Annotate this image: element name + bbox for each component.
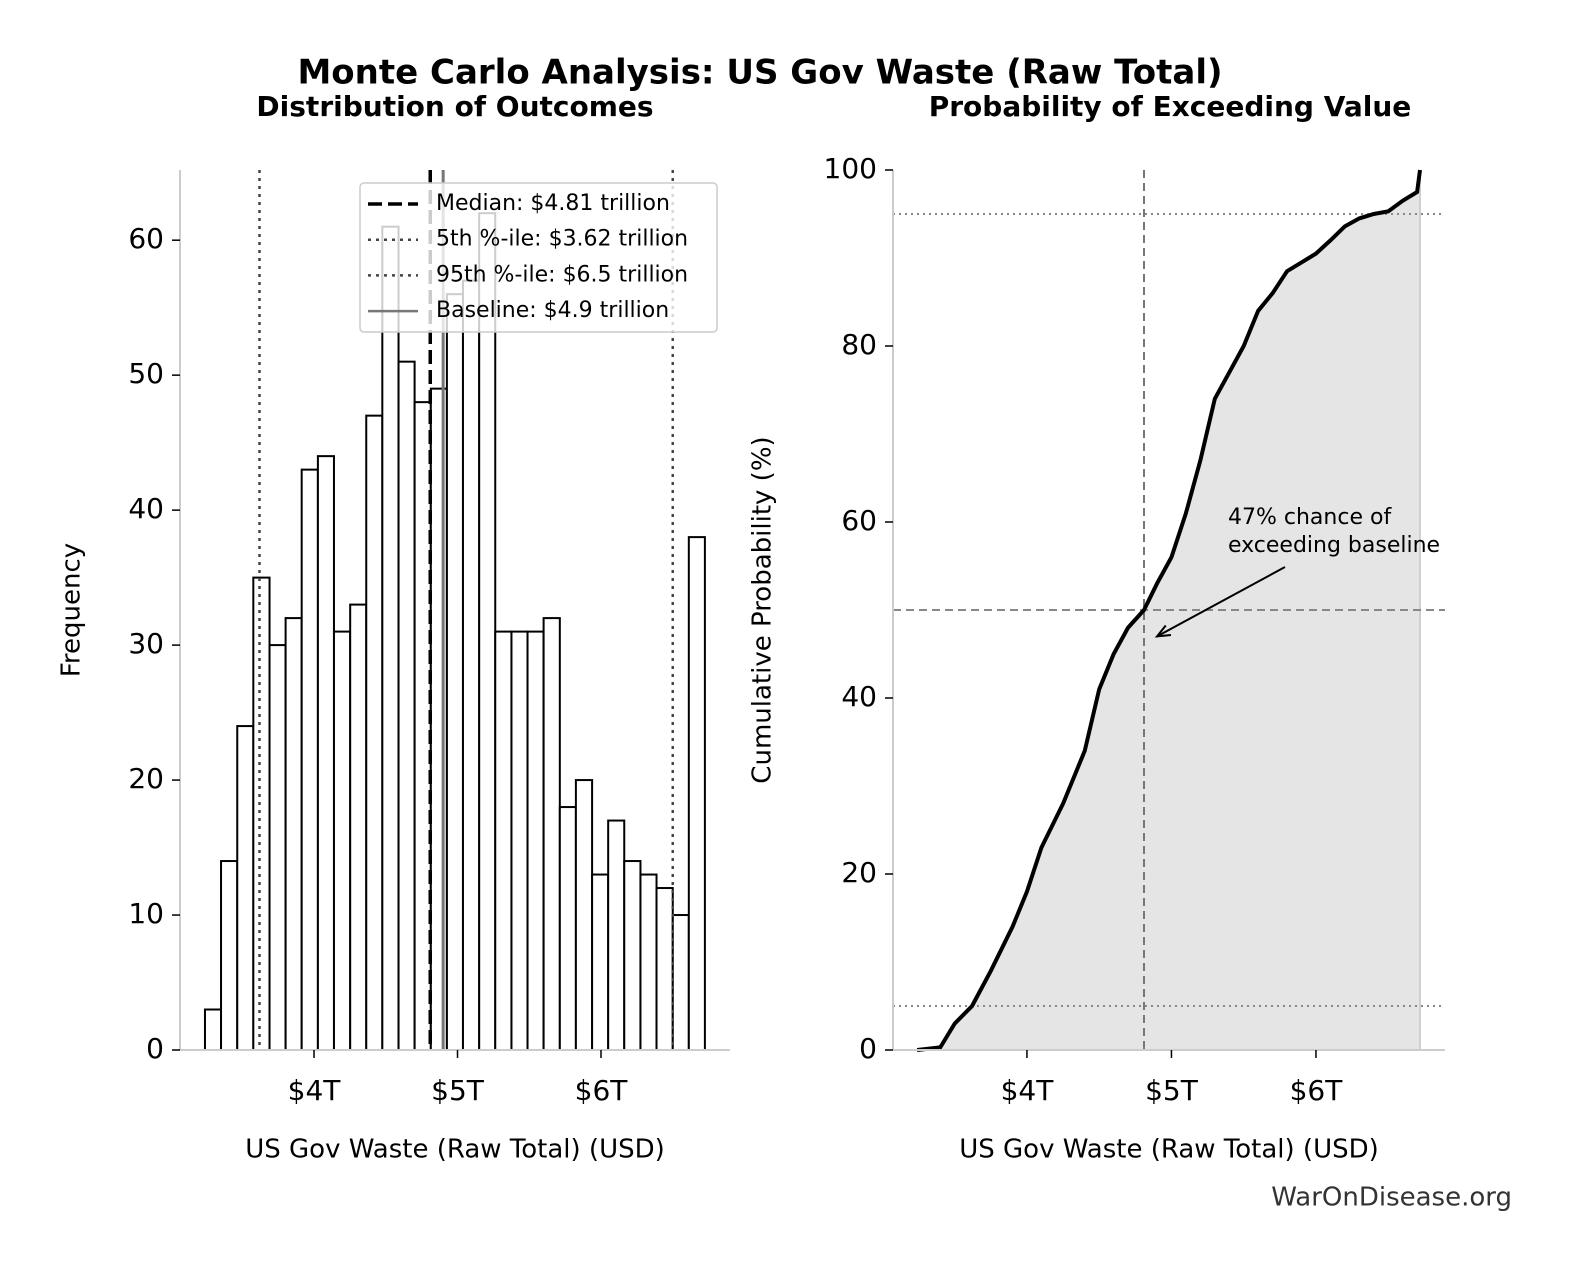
- bar: [607, 819, 626, 1051]
- cdf-line: [916, 169, 1422, 1052]
- y-tick-label: 60: [128, 222, 164, 255]
- bar: [510, 630, 529, 1051]
- x-tick-label: $4T: [288, 1074, 342, 1107]
- bar: [397, 360, 416, 1051]
- x-tick-label: $6T: [1290, 1074, 1344, 1107]
- bar: [445, 293, 464, 1052]
- bar: [558, 806, 577, 1052]
- bar: [639, 873, 658, 1051]
- annotation: 47% chance of: [1228, 505, 1392, 530]
- legend: Median: $4.81 trillion 5th %-ile: $3.62 t…: [359, 182, 718, 333]
- y-tick-label: 0: [859, 1032, 877, 1065]
- y-tick-label: 30: [128, 627, 164, 660]
- y-tick-label: 80: [841, 328, 877, 361]
- chart-title: Probability of Exceeding Value: [929, 90, 1412, 123]
- x-tick-label: $6T: [575, 1074, 629, 1107]
- y-axis-label: Frequency: [57, 543, 87, 677]
- annotation: exceeding baseline: [1228, 533, 1440, 558]
- bar: [655, 887, 674, 1051]
- bar: [494, 630, 513, 1051]
- bar: [687, 536, 706, 1051]
- bar: [574, 779, 594, 1051]
- annotation-arrow: [1156, 566, 1286, 638]
- y-tick-label: 60: [841, 504, 877, 537]
- bar: [478, 212, 497, 1051]
- bar: [349, 603, 368, 1052]
- legend-label: 5th %-ile: $3.62 trillion: [436, 227, 688, 252]
- x-axis-label: US Gov Waste (Raw Total) (USD): [959, 1135, 1379, 1165]
- legend-label: 95th %-ile: $6.5 trillion: [436, 262, 688, 287]
- y-tick-label: 40: [841, 680, 877, 713]
- y-tick-label: 20: [128, 762, 164, 795]
- bar: [671, 914, 690, 1052]
- legend-label: Median: $4.81 trillion: [436, 191, 670, 216]
- bar: [365, 414, 384, 1051]
- bar: [381, 225, 400, 1051]
- legend-label: Baseline: $4.9 trillion: [436, 298, 669, 323]
- y-tick-label: 50: [128, 357, 164, 390]
- y-axis-label: Cumulative Probability (%): [748, 436, 778, 783]
- bar: [526, 630, 545, 1051]
- bar: [220, 860, 239, 1052]
- bar: [268, 644, 287, 1052]
- bar: [413, 401, 432, 1052]
- bar: [316, 455, 335, 1052]
- annotation-arrowhead: [1154, 624, 1172, 638]
- bar: [623, 860, 642, 1052]
- y-tick-label: 0: [146, 1032, 164, 1065]
- chart-title: Distribution of Outcomes: [256, 90, 653, 123]
- x-tick-label: $5T: [431, 1074, 485, 1107]
- x-tick-label: $4T: [1001, 1074, 1055, 1107]
- x-axis-label: US Gov Waste (Raw Total) (USD): [245, 1135, 665, 1165]
- bar: [203, 1008, 223, 1052]
- footer: WarOnDisease.org: [1271, 1183, 1512, 1213]
- y-tick-label: 40: [128, 492, 164, 525]
- y-tick-label: 100: [824, 152, 877, 185]
- bar: [300, 468, 319, 1051]
- bar: [591, 873, 610, 1051]
- bar: [542, 617, 561, 1051]
- y-tick-label: 20: [841, 856, 877, 889]
- bar: [461, 279, 481, 1051]
- bar: [236, 725, 255, 1051]
- bar: [284, 617, 303, 1051]
- figure-title: Monte Carlo Analysis: US Gov Waste (Raw …: [297, 53, 1222, 93]
- bar: [332, 630, 352, 1051]
- y-tick-label: 10: [128, 897, 164, 930]
- bar: [252, 576, 271, 1051]
- legend-box: [359, 182, 718, 333]
- x-tick-label: $5T: [1145, 1074, 1199, 1107]
